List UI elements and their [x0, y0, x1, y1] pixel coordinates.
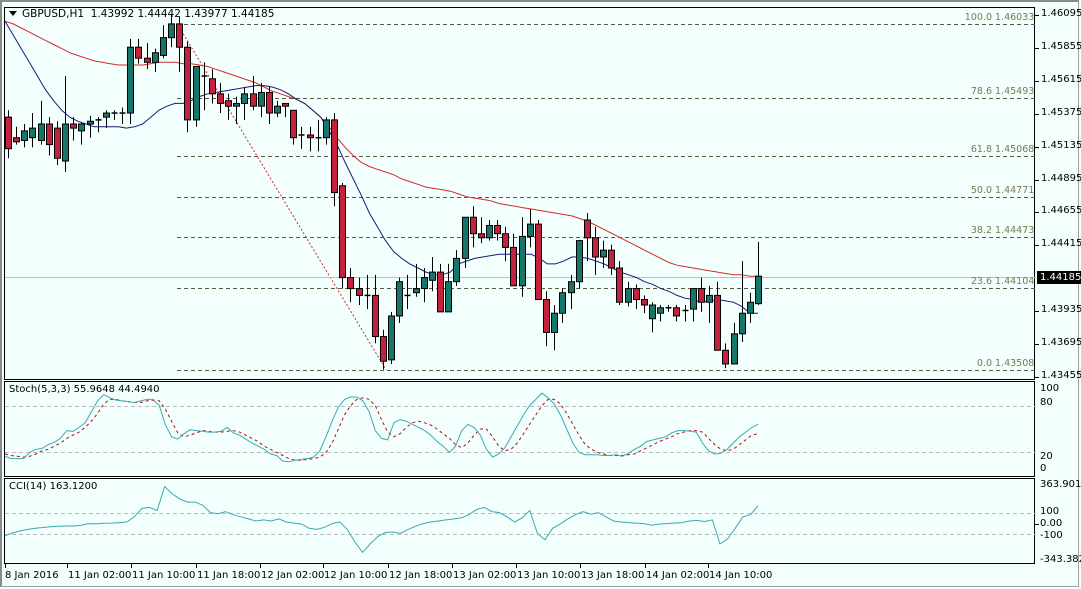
- price-tick: [1035, 311, 1039, 312]
- time-tick: [5, 564, 6, 568]
- time-tick: [708, 564, 709, 568]
- cci-chart: [4, 485, 1036, 554]
- price-tick: [1035, 344, 1039, 345]
- fib-level-price: 1.43508: [995, 357, 1035, 369]
- time-tick: [67, 564, 68, 568]
- cci-axis-label: -100: [1040, 530, 1063, 541]
- fib-level-price: 1.45068: [995, 143, 1035, 155]
- fib-level-percent: 0.0: [976, 357, 992, 369]
- time-axis-label: 13 Jan 18:00: [581, 570, 645, 581]
- ohlc-values: 1.43992 1.44442 1.43977 1.44185: [90, 8, 275, 20]
- time-tick: [388, 564, 389, 568]
- price-tick: [1035, 245, 1039, 246]
- price-axis-label: 1.45615: [1041, 74, 1081, 85]
- chart-title: GBPUSD,H1 1.43992 1.44442 1.43977 1.4418…: [9, 8, 274, 20]
- current-price-tag: 1.44185: [1037, 270, 1081, 284]
- fib-level-percent: 78.6: [970, 85, 992, 97]
- fib-level-price: 1.44104: [995, 275, 1035, 287]
- price-tick: [1035, 212, 1039, 213]
- cci-axis-label: 363.9013: [1040, 479, 1081, 490]
- time-axis-label: 8 Jan 2016: [5, 570, 59, 581]
- cci-axis-label: 100: [1040, 506, 1060, 517]
- fib-level-price: 1.44771: [995, 184, 1035, 196]
- time-tick: [260, 564, 261, 568]
- price-tick: [1035, 81, 1039, 82]
- stochastic-axis-label: 80: [1040, 397, 1053, 408]
- stochastic-axis-label: 0: [1040, 463, 1047, 474]
- price-axis-label: 1.45855: [1041, 41, 1081, 52]
- time-axis-label: 14 Jan 10:00: [709, 570, 773, 581]
- price-axis-label: 1.44415: [1041, 238, 1081, 249]
- time-axis-label: 12 Jan 02:00: [261, 570, 325, 581]
- fib-level-price: 1.45493: [995, 85, 1035, 97]
- price-tick: [1035, 377, 1039, 378]
- time-tick: [580, 564, 581, 568]
- cci-axis-label: -343.3824: [1040, 554, 1081, 565]
- time-axis-label: 11 Jan 18:00: [197, 570, 261, 581]
- time-tick: [645, 564, 646, 568]
- candlestick-chart: [4, 14, 1036, 371]
- price-tick: [1035, 147, 1039, 148]
- collapse-triangle-icon[interactable]: [9, 11, 17, 16]
- price-tick: [1035, 114, 1039, 115]
- price-axis-label: 1.46095: [1041, 8, 1081, 19]
- time-axis-label: 14 Jan 02:00: [646, 570, 710, 581]
- time-axis-label: 11 Jan 10:00: [132, 570, 196, 581]
- price-axis-label: 1.43695: [1041, 337, 1081, 348]
- price-tick: [1035, 180, 1039, 181]
- fib-level-percent: 38.2: [970, 224, 992, 236]
- price-chart-pane[interactable]: GBPUSD,H1 1.43992 1.44442 1.43977 1.4418…: [4, 7, 1036, 380]
- time-axis-label: 12 Jan 10:00: [324, 570, 388, 581]
- stochastic-axis-label: 20: [1040, 451, 1053, 462]
- price-axis-label: 1.44655: [1041, 205, 1081, 216]
- time-axis-label: 12 Jan 18:00: [389, 570, 453, 581]
- cci-pane[interactable]: CCI(14) 163.1200: [4, 478, 1036, 564]
- price-axis-label: 1.43455: [1041, 370, 1081, 381]
- stochastic-pane[interactable]: Stoch(5,3,3) 55.9648 44.4940: [4, 381, 1036, 477]
- stochastic-title: Stoch(5,3,3) 55.9648 44.4940: [9, 384, 160, 395]
- stochastic-main-line: [4, 392, 759, 463]
- price-axis-label: 1.45375: [1041, 107, 1081, 118]
- fibonacci-retracement[interactable]: [176, 23, 1036, 371]
- moving-average-fast: [4, 20, 758, 314]
- cci-axis-label: 0.00: [1040, 518, 1063, 529]
- cci-title: CCI(14) 163.1200: [9, 481, 98, 492]
- fib-level-percent: 23.6: [970, 275, 992, 287]
- fib-level-percent: 61.8: [970, 143, 992, 155]
- time-tick: [323, 564, 324, 568]
- time-tick: [131, 564, 132, 568]
- stochastic-axis-label: 100: [1040, 383, 1060, 394]
- fib-level-percent: 100.0: [964, 11, 992, 23]
- price-tick: [1035, 48, 1039, 49]
- time-tick: [452, 564, 453, 568]
- time-axis-label: 13 Jan 10:00: [517, 570, 581, 581]
- candles: [5, 14, 762, 370]
- cci-line: [4, 485, 759, 554]
- time-axis-label: 13 Jan 02:00: [453, 570, 517, 581]
- price-axis-label: 1.43935: [1041, 304, 1081, 315]
- fib-level-price: 1.46033: [995, 11, 1035, 23]
- symbol-title: GBPUSD,H1: [22, 8, 85, 20]
- fib-level-percent: 50.0: [970, 184, 992, 196]
- fib-level-price: 1.44473: [995, 224, 1035, 236]
- price-tick: [1035, 15, 1039, 16]
- stochastic-chart: [4, 392, 1036, 463]
- time-tick: [516, 564, 517, 568]
- price-axis-label: 1.45135: [1041, 140, 1081, 151]
- stochastic-signal-line: [4, 397, 759, 461]
- time-axis-label: 11 Jan 02:00: [68, 570, 132, 581]
- price-axis-label: 1.44895: [1041, 173, 1081, 184]
- cci-zero-tick: [1035, 524, 1039, 525]
- time-tick: [196, 564, 197, 568]
